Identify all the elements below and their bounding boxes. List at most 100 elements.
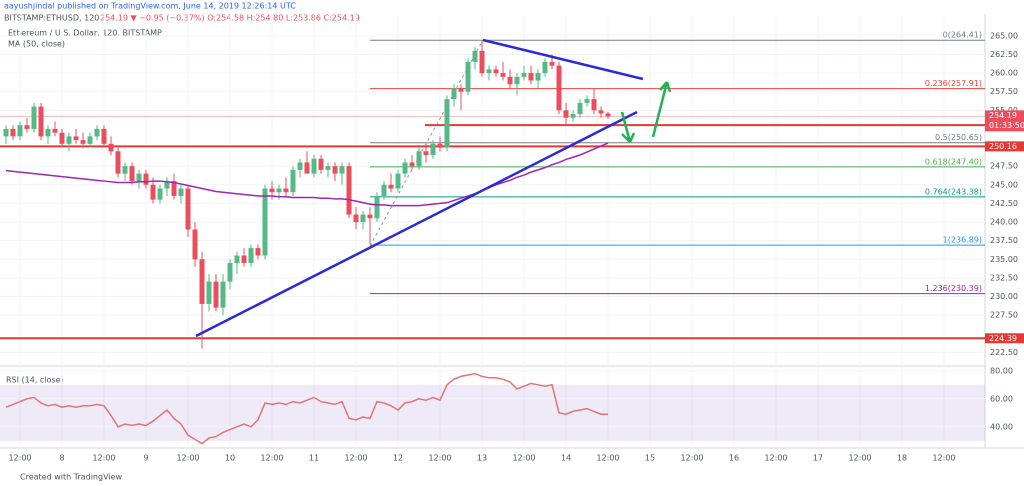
candle-body — [87, 136, 93, 144]
candle-body — [521, 73, 527, 77]
candle-body — [465, 61, 471, 92]
rsi-tick-label: 60.00 — [990, 394, 1013, 403]
price-tag-label: 224.39 — [989, 334, 1017, 343]
candle-body — [556, 65, 562, 111]
candle-body — [150, 184, 156, 200]
x-tick-label: 12:00 — [8, 454, 31, 463]
candle-body — [388, 184, 394, 189]
candle-body — [206, 281, 212, 304]
x-tick-label: 14 — [561, 454, 571, 463]
candle-body — [409, 162, 415, 167]
candle-body — [423, 151, 429, 155]
x-tick-label: 12 — [393, 454, 403, 463]
x-tick-label: 16 — [729, 454, 739, 463]
candle-body — [297, 162, 303, 170]
candle-body — [416, 151, 422, 167]
y-tick-label: 222.50 — [990, 348, 1018, 357]
candle-body — [157, 188, 163, 200]
countdown: 01:33:50 — [989, 121, 1024, 130]
candle-body — [38, 106, 44, 137]
candle-body — [255, 248, 261, 256]
candle-body — [262, 188, 268, 256]
candle-body — [276, 188, 282, 193]
candle-body — [66, 136, 72, 144]
candle-body — [486, 69, 492, 74]
candle-body — [542, 61, 548, 74]
trend-resistance — [482, 38, 644, 81]
x-tick-label: 12:00 — [932, 454, 955, 463]
candle-body — [493, 69, 499, 74]
y-tick-label: 242.50 — [990, 199, 1018, 208]
candle-body — [444, 99, 450, 148]
y-tick-label: 245.00 — [990, 180, 1018, 189]
price-tag-label: 250.16 — [989, 142, 1017, 151]
candle-body — [108, 143, 114, 152]
candle-body — [402, 162, 408, 174]
candle-body — [136, 173, 142, 182]
candle-body — [248, 248, 254, 263]
x-tick-label: 12:00 — [764, 454, 787, 463]
x-tick-label: 12:00 — [260, 454, 283, 463]
x-tick-label: 12:00 — [344, 454, 367, 463]
publisher: aayushjindal published on TradingView.co… — [4, 2, 296, 11]
candle-body — [52, 128, 58, 133]
fib-label: 1.236(230.39) — [925, 284, 982, 293]
candle-body — [437, 143, 443, 148]
candle-body — [367, 214, 373, 219]
candle-body — [381, 184, 387, 196]
candle-body — [332, 166, 338, 174]
candle-body — [143, 173, 149, 185]
candle-body — [220, 281, 226, 308]
arrow-down — [620, 111, 636, 143]
y-tick-label: 235.00 — [990, 255, 1018, 264]
rsi-legend: RSI (14, close) — [6, 376, 64, 385]
candle-body — [122, 166, 128, 174]
candle-body — [346, 166, 352, 215]
last-price-tag — [985, 110, 1024, 132]
candle-body — [374, 195, 380, 219]
candle-body — [115, 151, 121, 174]
y-tick-label: 247.50 — [990, 162, 1018, 171]
y-tick-label: 230.00 — [990, 292, 1018, 301]
chart-title: Ethereum / U.S. Dollar, 120, BITSTAMP — [8, 29, 162, 38]
x-tick-label: 15 — [645, 454, 655, 463]
x-tick-label: 18 — [897, 454, 907, 463]
x-tick-label: 12:00 — [92, 454, 115, 463]
rsi-band — [0, 384, 985, 441]
candle-body — [430, 143, 436, 155]
fib-label: 0.236(257.91) — [925, 79, 982, 88]
candle-body — [199, 259, 205, 304]
candle-body — [234, 255, 240, 263]
candle-body — [325, 166, 331, 170]
candle-body — [472, 50, 478, 62]
annotations — [195, 38, 672, 338]
fib-label: 0.618(247.40) — [925, 157, 982, 166]
y-tick-label: 227.50 — [990, 311, 1018, 320]
candle-body — [59, 132, 65, 144]
rsi-tick-label: 80.00 — [990, 366, 1013, 375]
price-tag — [985, 141, 1024, 152]
price-tag — [985, 333, 1024, 344]
candle-body — [563, 110, 569, 118]
candle-body — [500, 73, 506, 77]
arrow-up — [651, 81, 672, 138]
candle-body — [570, 114, 576, 118]
candle-body — [353, 214, 359, 223]
footer: Created with TradingView — [20, 473, 123, 482]
candle-body — [605, 113, 611, 117]
candle-body — [94, 128, 100, 137]
candle-body — [591, 99, 597, 111]
y-tick-label: 240.00 — [990, 218, 1018, 227]
candle-body — [3, 128, 9, 137]
x-tick-label: 12:00 — [848, 454, 871, 463]
x-tick-label: 12:00 — [512, 454, 535, 463]
fib-label: 0.5(250.65) — [935, 133, 982, 142]
x-tick-label: 8 — [59, 454, 64, 463]
candle-body — [479, 50, 485, 74]
candle-body — [311, 158, 317, 174]
ticker: BITSTAMP:ETHUSD, 120 — [4, 14, 99, 23]
candle-body — [339, 166, 345, 174]
rsi-tick-label: 40.00 — [990, 422, 1013, 431]
y-tick-label: 237.50 — [990, 236, 1018, 245]
